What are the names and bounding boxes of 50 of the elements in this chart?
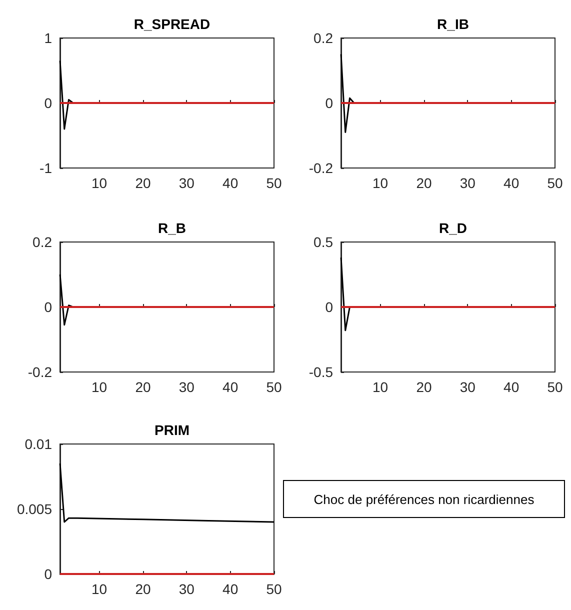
line-series	[340, 54, 355, 133]
x-tick-label: 40	[504, 379, 520, 395]
x-tick-label: 50	[266, 581, 282, 597]
x-tick-label: 20	[135, 581, 151, 597]
x-tick-label: 50	[547, 175, 563, 191]
chart-title: R_IB	[437, 16, 469, 32]
y-tick-label: -0.2	[308, 160, 334, 176]
y-tick-label: 0.5	[314, 234, 334, 250]
x-tick-label: 20	[416, 379, 432, 395]
x-tick-label: 20	[416, 175, 432, 191]
y-tick-label: 0	[44, 299, 52, 315]
y-tick-label: 0	[325, 95, 334, 111]
y-tick-label: -0.5	[308, 364, 334, 380]
line-series	[59, 60, 74, 130]
chart-title: PRIM	[154, 422, 190, 438]
chart-title: R_B	[158, 220, 186, 236]
x-tick-label: 10	[92, 175, 108, 191]
text: Choc de préférences non ricardiennes	[314, 492, 534, 506]
y-tick-label: 0.2	[314, 30, 334, 46]
y-tick-label: 1	[44, 30, 52, 46]
line-series	[59, 462, 275, 523]
line-series	[59, 274, 74, 326]
chart-title: R_SPREAD	[134, 16, 210, 32]
x-tick-label: 10	[372, 379, 388, 395]
x-tick-label: 30	[178, 581, 195, 597]
x-tick-label: 40	[222, 581, 238, 597]
y-tick-label: 0	[325, 299, 334, 315]
chart-title: R_D	[438, 220, 468, 236]
y-tick-label: -0.2	[28, 364, 52, 380]
x-tick-label: 40	[222, 175, 238, 191]
y-tick-label: -1	[40, 160, 52, 176]
x-tick-label: 40	[504, 175, 520, 191]
x-tick-label: 40	[222, 379, 238, 395]
x-tick-label: 20	[135, 175, 151, 191]
x-tick-label: 20	[135, 379, 151, 395]
x-tick-label: 30	[178, 379, 195, 395]
y-tick-label: 0.2	[32, 234, 52, 250]
x-tick-label: 10	[372, 175, 388, 191]
x-tick-label: 30	[460, 379, 476, 395]
x-tick-label: 50	[266, 175, 282, 191]
y-tick-label: 0.005	[16, 501, 52, 517]
x-tick-label: 50	[547, 379, 563, 395]
x-tick-label: 30	[460, 175, 476, 191]
y-tick-label: 0.01	[24, 436, 52, 452]
x-tick-label: 10	[92, 581, 108, 597]
x-tick-label: 50	[266, 379, 282, 395]
x-tick-label: 30	[178, 175, 195, 191]
y-tick-label: 0	[44, 566, 52, 582]
y-tick-label: 0	[44, 95, 52, 111]
x-tick-label: 10	[92, 379, 108, 395]
